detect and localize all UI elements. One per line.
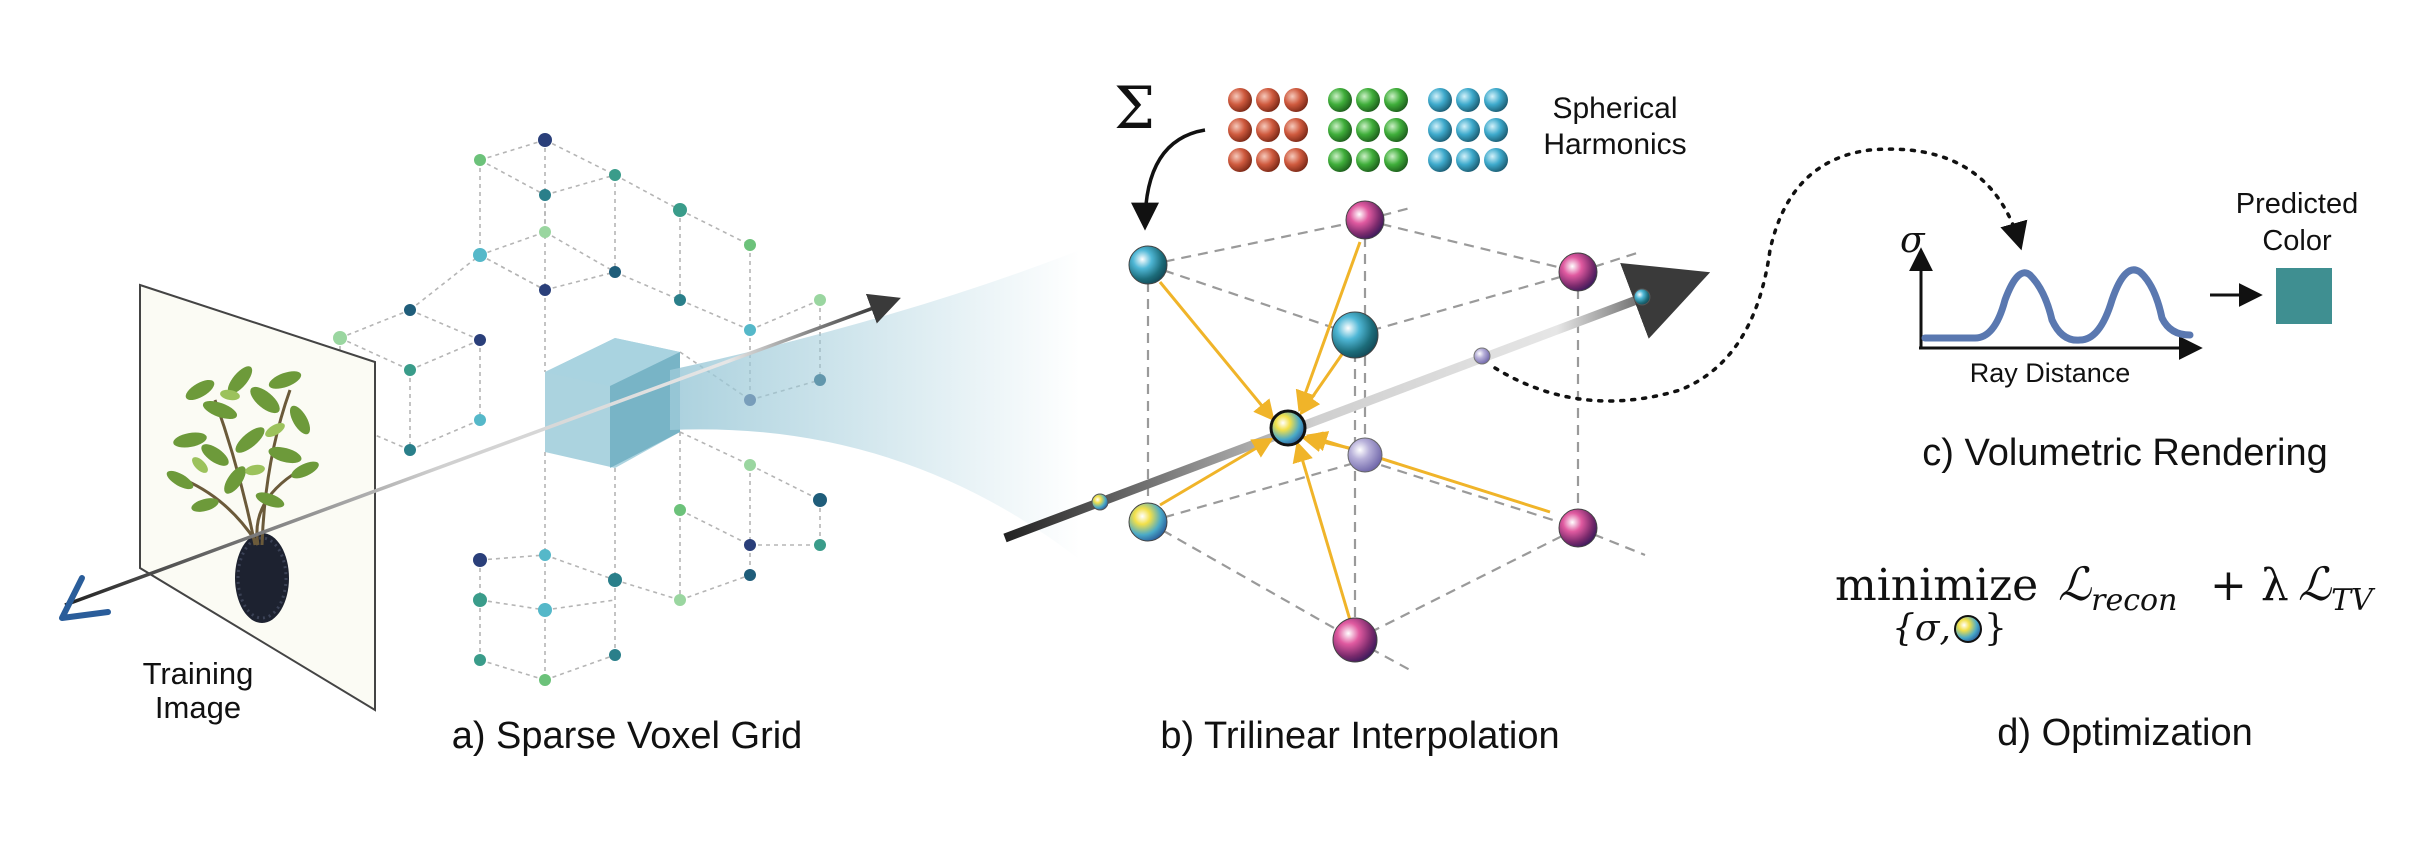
sum-arrow [1131, 128, 1206, 231]
sh-label-line1: Spherical [1552, 92, 1677, 125]
minimize-word: minimize [1835, 560, 2038, 611]
sigma-axis-label: σ [1900, 220, 1926, 261]
ray-sample-start [1091, 493, 1109, 511]
dotted-connector [1493, 147, 2028, 403]
voxel-lattice-nodes [333, 133, 827, 686]
loss-tv: ℒTV [2298, 557, 2376, 618]
interpolation-arrows [1158, 241, 1551, 621]
panel-c-volumetric-rendering: σ Ray Distance Predicted Color c) Volume… [1900, 188, 2358, 474]
caption-panel-c: c) Volumetric Rendering [1922, 432, 2328, 474]
loss-recon: ℒrecon [2058, 557, 2177, 618]
training-image-label-line2: Image [155, 690, 241, 725]
predicted-color-swatch [2276, 268, 2332, 324]
params-open: {σ, [1892, 608, 1951, 649]
zoom-cone [670, 250, 1080, 560]
voxel-corner-spheres [1128, 200, 1598, 663]
camera-ray-a [64, 293, 901, 607]
panel-d-optimization: minimize ℒrecon + λ ℒTV {σ, } d) Optimiz… [1835, 557, 2376, 754]
panel-b-trilinear-interpolation: Σ Spherical Harmonics b) Trilinear Inter… [1003, 74, 1711, 757]
spherical-harmonics-grid [1228, 88, 1508, 172]
plant-icon [166, 366, 319, 623]
training-image-plane [139, 283, 376, 712]
ray-distance-label: Ray Distance [1970, 358, 2131, 388]
sh-param-sphere-icon [1954, 615, 1982, 643]
interpolation-cube [1146, 206, 1646, 671]
panel-a-sparse-voxel-grid: Training Image a) Sparse Voxel Grid [59, 133, 1080, 757]
params-close: } [1984, 608, 2007, 649]
ray-sample-mid [1473, 347, 1491, 365]
caption-panel-d: d) Optimization [1997, 712, 2253, 754]
interpolated-sample-sphere [1269, 409, 1307, 447]
ray-sample-end [1633, 288, 1651, 306]
sh-label-line2: Harmonics [1543, 128, 1686, 161]
predicted-color-label-line2: Color [2262, 225, 2332, 257]
training-image-label-line1: Training [143, 656, 254, 691]
loss-plus-lambda: + λ [2210, 560, 2289, 611]
voxel-lattice [339, 139, 821, 681]
predicted-color-label-line1: Predicted [2236, 188, 2359, 220]
density-curve [1921, 266, 2194, 344]
caption-panel-a: a) Sparse Voxel Grid [452, 715, 803, 757]
caption-panel-b: b) Trilinear Interpolation [1160, 715, 1559, 757]
sigma-symbol: Σ [1114, 74, 1155, 142]
camera-ray-b [1003, 262, 1711, 543]
camera-eye-icon [59, 575, 111, 621]
